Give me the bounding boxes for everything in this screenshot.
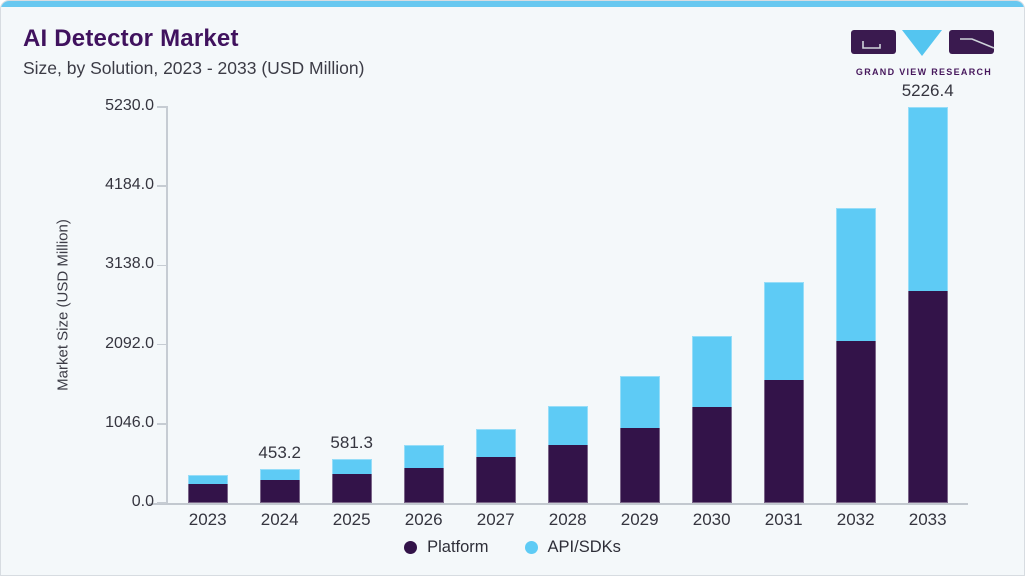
data-label-2024: 453.2 xyxy=(258,442,301,462)
data-label-2033: 5226.4 xyxy=(901,81,954,101)
logo-text: GRAND VIEW RESEARCH xyxy=(855,67,993,77)
bar-segment-2029-api-sdks xyxy=(619,376,660,429)
bar-2027 xyxy=(475,428,516,503)
bar-segment-2027-platform xyxy=(475,457,516,503)
y-tick-2092.0: 2092.0 xyxy=(105,334,154,352)
legend-label: Platform xyxy=(427,538,489,556)
y-tick-1046.0: 1046.0 xyxy=(105,413,154,431)
bar-segment-2028-api-sdks xyxy=(547,406,588,445)
y-tick-mark xyxy=(157,106,166,108)
plot-area: 453.2 581.3 5226.4 xyxy=(166,81,968,503)
y-axis-line xyxy=(166,106,168,503)
gvr-logo-mark xyxy=(851,30,995,56)
bar-segment-2030-api-sdks xyxy=(691,335,732,408)
bar-segment-2026-api-sdks xyxy=(403,445,444,468)
chart-subtitle: Size, by Solution, 2023 - 2033 (USD Mill… xyxy=(23,58,365,78)
x-axis-label-2031: 2031 xyxy=(764,510,803,529)
bar-segment-2026-platform xyxy=(403,467,444,503)
page-title: AI Detector Market xyxy=(23,25,239,52)
bar-segment-2033-platform xyxy=(907,291,948,503)
x-axis-line xyxy=(149,503,968,505)
bar-2031 xyxy=(763,281,804,503)
bar-2026 xyxy=(403,445,444,503)
y-tick-mark xyxy=(157,264,166,267)
bar-2030 xyxy=(691,335,732,503)
bar-segment-2031-platform xyxy=(763,379,804,503)
legend-swatch xyxy=(404,541,418,554)
chart-legend: Platform API/SDKs xyxy=(1,538,1024,557)
bar-2032 xyxy=(835,208,876,503)
bar-segment-2025-api-sdks xyxy=(331,459,372,475)
y-tick-0.0: 0.0 xyxy=(131,493,154,510)
x-axis-label-2023: 2023 xyxy=(188,510,227,529)
bar-segment-2025-platform xyxy=(331,474,372,503)
legend-swatch xyxy=(524,541,538,554)
bar-2025: 581.3 xyxy=(330,433,373,503)
x-axis-label-2027: 2027 xyxy=(476,510,515,529)
y-tick-4184.0: 4184.0 xyxy=(105,176,154,194)
bar-segment-2032-platform xyxy=(835,341,876,503)
grand-view-research-logo: GRAND VIEW RESEARCH xyxy=(850,29,998,77)
bar-segment-2023-platform xyxy=(187,484,228,503)
y-tick-mark xyxy=(157,423,166,425)
bar-2023 xyxy=(187,475,228,503)
x-axis-label-2029: 2029 xyxy=(620,510,659,529)
y-tick-5230.0: 5230.0 xyxy=(105,97,154,114)
bar-segment-2032-api-sdks xyxy=(835,208,876,342)
bar-segment-2024-platform xyxy=(259,479,300,503)
x-axis-label-2033: 2033 xyxy=(908,510,947,529)
bar-2024: 453.2 xyxy=(258,443,301,503)
legend-item-platform: Platform xyxy=(404,538,489,557)
legend-label: API/SDKs xyxy=(547,538,621,556)
y-tick-mark xyxy=(157,502,166,504)
y-tick-mark xyxy=(157,185,166,187)
x-axis-label-2024: 2024 xyxy=(260,510,299,529)
x-axis-label-2025: 2025 xyxy=(332,510,371,529)
y-tick-mark xyxy=(157,343,166,346)
bar-segment-2028-platform xyxy=(547,444,588,503)
x-axis-label-2032: 2032 xyxy=(836,510,875,529)
bar-2033: 5226.4 xyxy=(902,81,954,503)
y-axis-label: Market Size (USD Million) xyxy=(54,219,72,391)
bar-segment-2023-api-sdks xyxy=(187,475,228,485)
bar-segment-2029-platform xyxy=(619,428,660,503)
y-tick-3138.0: 3138.0 xyxy=(105,255,154,273)
bar-2029 xyxy=(619,376,660,503)
x-axis-label-2030: 2030 xyxy=(692,510,731,529)
bar-segment-2030-platform xyxy=(691,407,732,503)
bar-segment-2031-api-sdks xyxy=(763,281,804,380)
bar-segment-2024-api-sdks xyxy=(259,468,300,480)
bar-segment-2027-api-sdks xyxy=(475,428,516,458)
bar-2028 xyxy=(547,406,588,503)
bar-segment-2033-api-sdks xyxy=(907,107,948,292)
x-axis-label-2026: 2026 xyxy=(404,510,443,529)
legend-item-api-sdks: API/SDKs xyxy=(524,538,621,557)
data-label-2025: 581.3 xyxy=(330,433,373,452)
top-accent-bar xyxy=(1,1,1024,7)
x-axis-label-2028: 2028 xyxy=(548,510,587,529)
